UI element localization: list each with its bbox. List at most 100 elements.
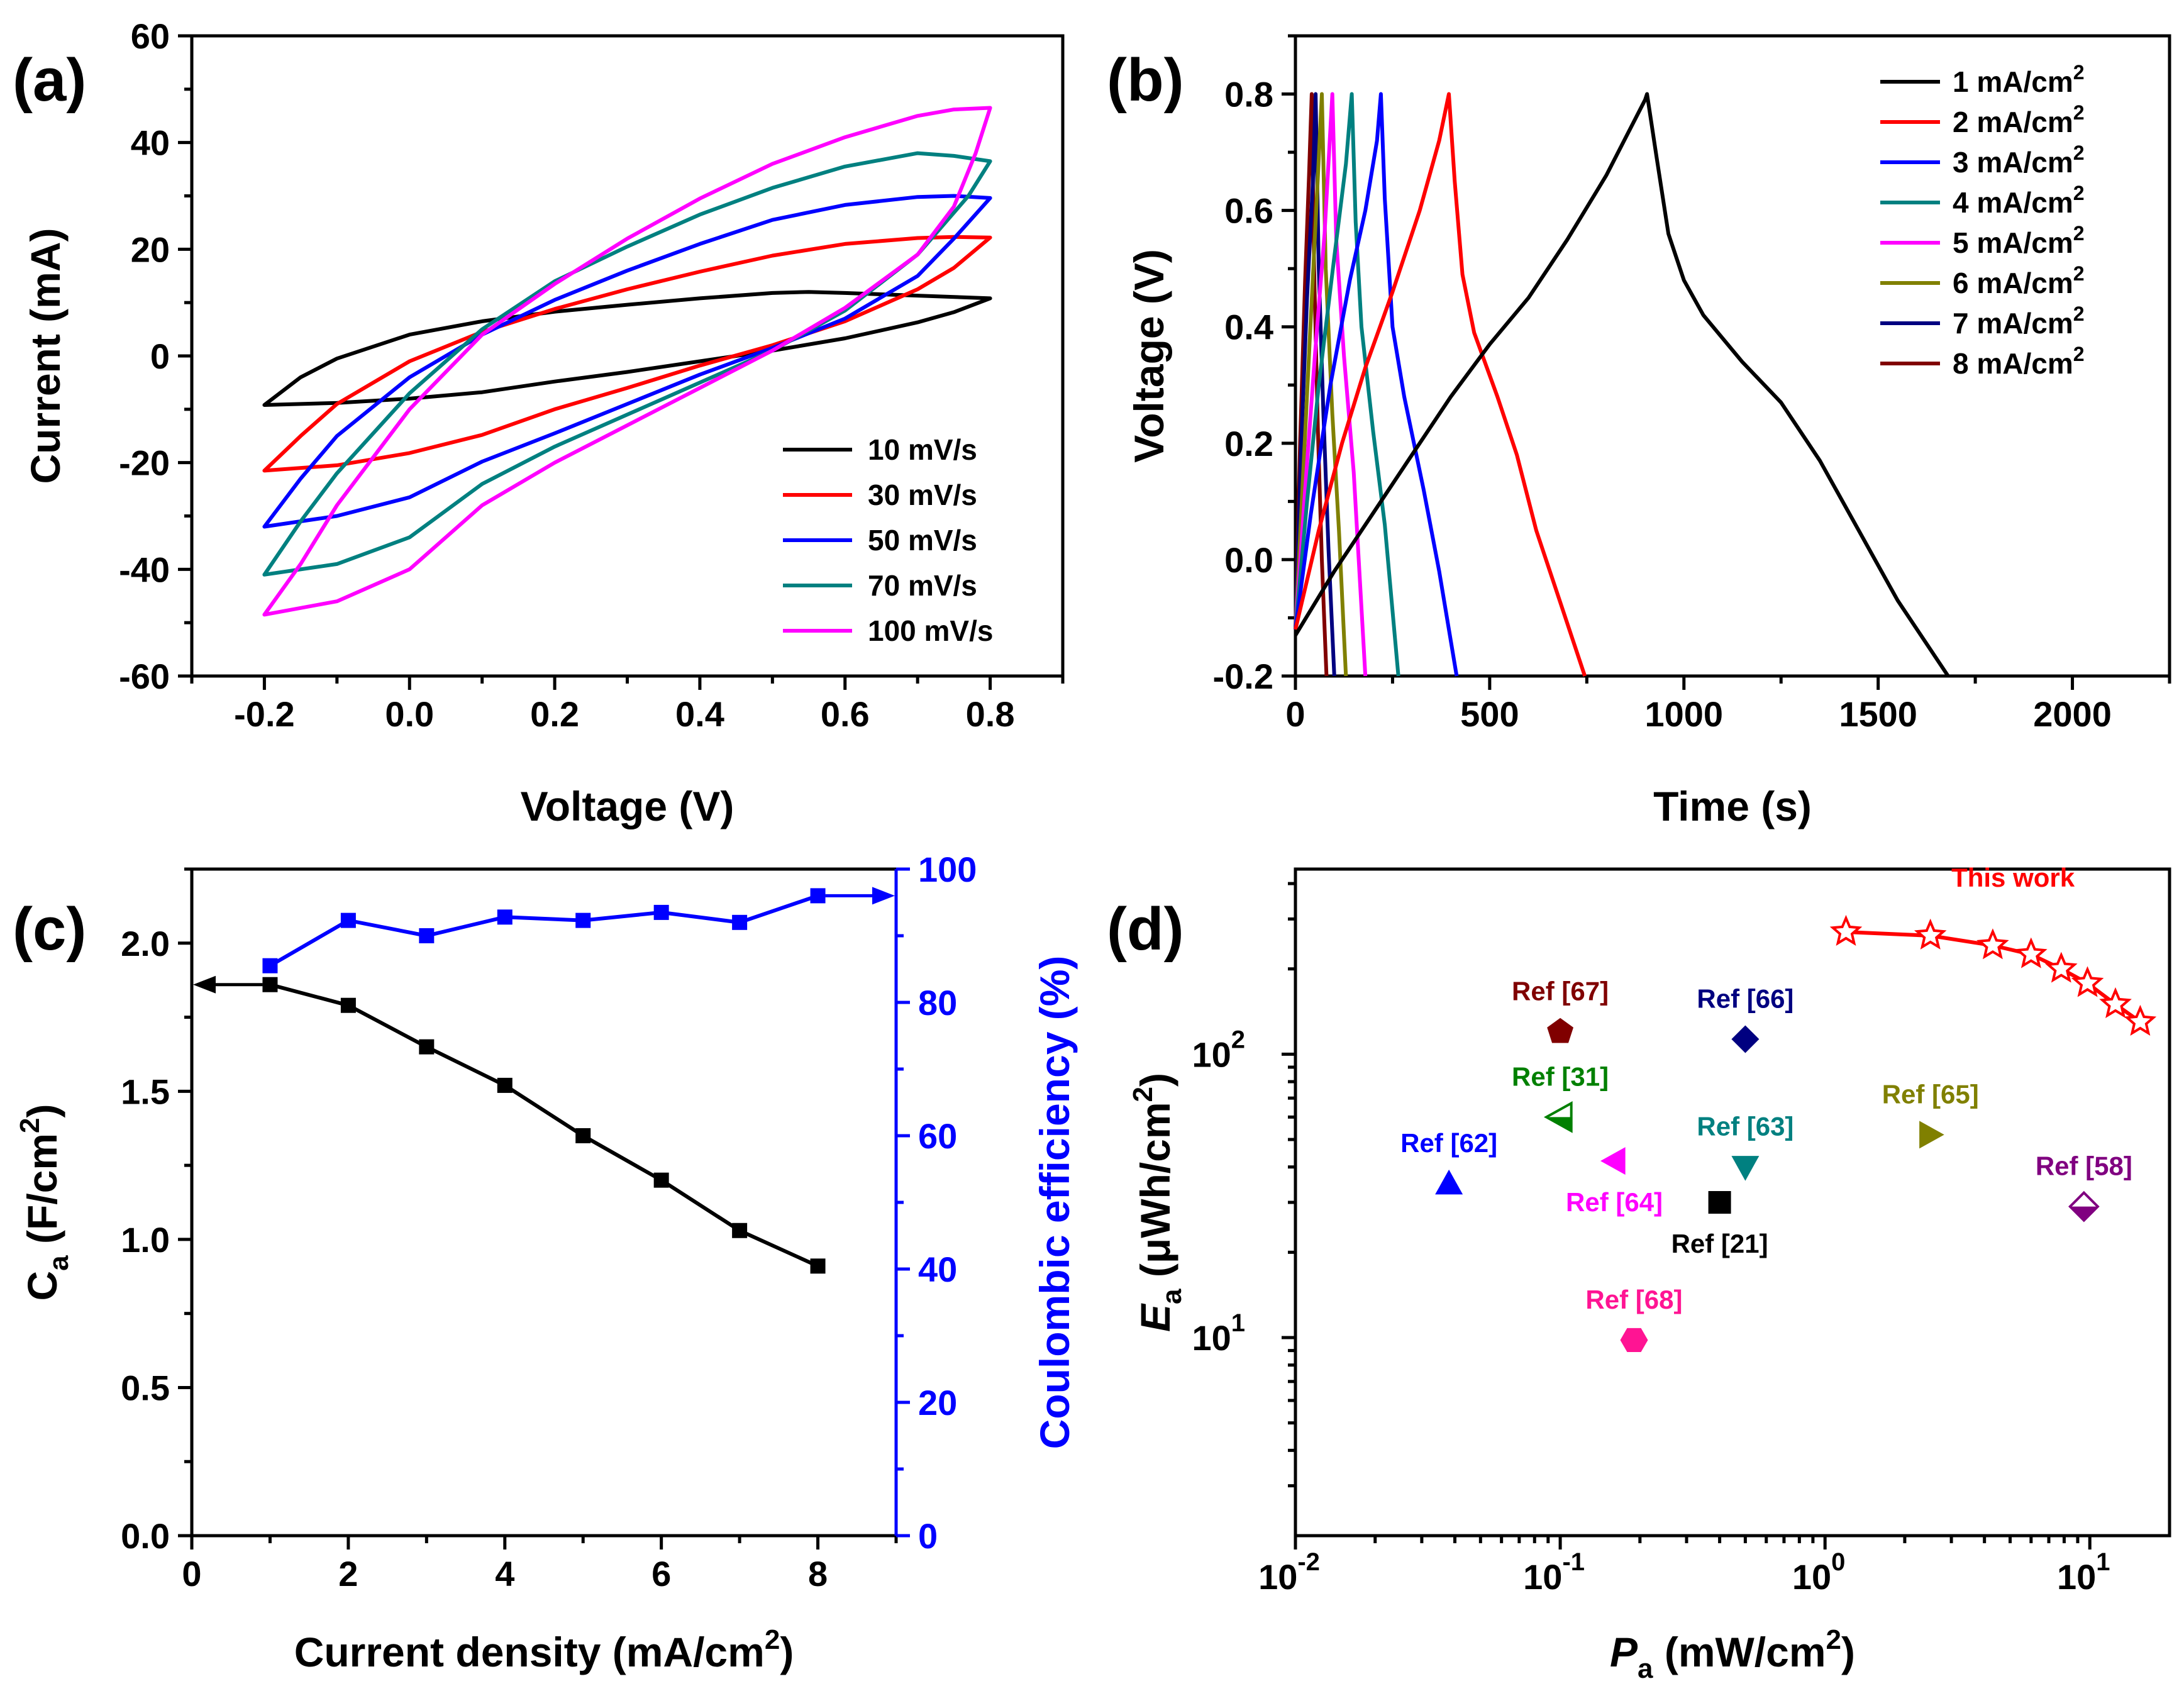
ref-marker (1731, 1025, 1760, 1053)
legend-text: 4 mA/cm (1953, 186, 2073, 219)
x-tick-label: 1500 (1839, 694, 1917, 734)
y-tick-label: 0.2 (1224, 424, 1273, 463)
y2-tick-label: 0 (918, 1516, 938, 1556)
x-axis-title-end: ) (780, 1629, 794, 1675)
ref-label: Ref [64] (1566, 1187, 1663, 1217)
y-tick-label: 0.4 (1224, 308, 1273, 347)
x-axis-title-sup: 2 (1826, 1624, 1841, 1655)
ref-label: Ref [63] (1697, 1112, 1793, 1141)
legend-label: 30 mV/s (868, 479, 977, 511)
this-work-marker (2014, 937, 2048, 968)
y-axis-title: Ca (F/cm2) (14, 1104, 74, 1301)
gcd-curve (1294, 92, 1368, 677)
y2-tick-label: 40 (918, 1250, 957, 1289)
series-marker (732, 1223, 748, 1238)
this-work-marker (2124, 1004, 2157, 1036)
legend-label: 10 mV/s (868, 433, 977, 466)
y-axis-title-sub: a (1156, 1289, 1187, 1304)
x-tick-label: 10-1 (1523, 1548, 1585, 1597)
x-tick-label: 10-2 (1258, 1548, 1320, 1597)
y-tick-base: 10 (1192, 1034, 1231, 1074)
x-tick-base: 10 (1792, 1557, 1831, 1597)
ref-label: Ref [68] (1585, 1285, 1682, 1314)
legend-label: 50 mV/s (868, 524, 977, 557)
y-tick-exp: 2 (1231, 1026, 1245, 1053)
legend-superscript: 2 (2073, 101, 2085, 124)
series-marker (262, 977, 278, 992)
plot-frame-b (1294, 34, 2171, 678)
x-axis-title: Pa (mW/cm2) (1610, 1624, 1855, 1684)
y-tick-exp: 1 (1231, 1309, 1245, 1337)
x-tick-label: 0.6 (821, 694, 870, 734)
y-tick-label: -40 (119, 550, 170, 589)
gcd-curve (1294, 92, 1400, 677)
x-axis-title: Current density (mA/cm2) (294, 1624, 794, 1675)
y-axis-title: Ea (μWh/cm2) (1128, 1073, 1187, 1332)
ref-label: Ref [66] (1697, 984, 1793, 1013)
y-axis-title: Voltage (V) (1126, 249, 1172, 463)
legend-label: 3 mA/cm2 (1953, 141, 2085, 179)
x-tick-base: 10 (1258, 1557, 1297, 1597)
cv-curve (262, 106, 992, 617)
panel-a: (a) -0.2 0.0 0.2 0.4 0.6 0.8 -60 -40 -20 0 20 40 60 Vo… (13, 16, 1065, 829)
y-tick-label: 0 (150, 336, 170, 376)
ref-label: Ref [31] (1512, 1062, 1609, 1091)
series-marker (419, 928, 435, 943)
x-axis-title-sup: 2 (765, 1624, 780, 1655)
left-axis-arrow-head (193, 975, 216, 994)
series-marker (575, 1128, 591, 1143)
y2-tick-label: 100 (918, 850, 977, 889)
legend-text: 1 mA/cm (1953, 65, 2073, 98)
x-tick-label: 0 (182, 1554, 201, 1594)
y-tick-label: -60 (119, 657, 170, 696)
series-marker (653, 1172, 669, 1188)
legend-label: 2 mA/cm2 (1953, 101, 2085, 138)
gcd-curve (1294, 92, 1459, 677)
panel-label-c: (c) (13, 895, 86, 963)
gcd-curve (1294, 92, 1587, 677)
y2-tick-label: 60 (918, 1116, 957, 1156)
ref-marker (2070, 1206, 2098, 1221)
series-marker (575, 912, 591, 928)
ref-marker (1547, 1017, 1573, 1043)
this-work-marker (1914, 918, 1947, 950)
legend-label: 100 mV/s (868, 614, 993, 647)
legend-text: 7 mA/cm (1953, 307, 2073, 340)
legend-label: 7 mA/cm2 (1953, 302, 2085, 340)
x-tick-label: 0.2 (530, 694, 579, 734)
series-marker (262, 958, 278, 973)
y-axis-title: Current (mA) (22, 228, 69, 484)
x-tick-label: -0.2 (234, 694, 295, 734)
x-tick-label: 8 (808, 1554, 828, 1594)
panel-c: (c) 0 2 4 6 8 0.0 0.5 1.0 1.5 2.0 0 20 40 60 80 100 Curre… (13, 850, 1078, 1675)
legend-label: 70 mV/s (868, 569, 977, 602)
legend-label: 6 mA/cm2 (1953, 262, 2085, 299)
legend-superscript: 2 (2073, 182, 2085, 204)
x-tick-exp: -1 (1562, 1548, 1585, 1576)
gcd-curve (1294, 92, 1348, 677)
ref-marker (1435, 1169, 1463, 1195)
y-tick-label: 0.0 (121, 1516, 170, 1556)
this-work-marker (2071, 966, 2104, 997)
series-line (269, 894, 819, 968)
series-marker (340, 912, 356, 928)
y-axis-title-unit: (μWh/cm (1132, 1102, 1178, 1289)
legend-superscript: 2 (2073, 262, 2085, 285)
this-work-marker (1829, 914, 1863, 946)
y-axis-title-sub: a (43, 1255, 74, 1271)
plot-frame-d (1294, 867, 2171, 1538)
x-tick-label: 0.0 (385, 694, 434, 734)
this-work-label: This work (1951, 863, 2075, 892)
right-axis-arrow-head (872, 887, 895, 905)
y2-tick-label: 80 (918, 983, 957, 1023)
this-work-marker (2045, 951, 2078, 983)
legend-text: 6 mA/cm (1953, 267, 2073, 299)
y-axis-title-sup: 2 (1128, 1087, 1158, 1102)
y-tick-label: 20 (131, 230, 170, 269)
y2-axis-title: Coulombic efficiency (%) (1031, 956, 1078, 1450)
ref-label: Ref [65] (1882, 1079, 1979, 1109)
legend-label: 8 mA/cm2 (1953, 343, 2085, 380)
x-axis-title: Voltage (V) (521, 783, 734, 829)
